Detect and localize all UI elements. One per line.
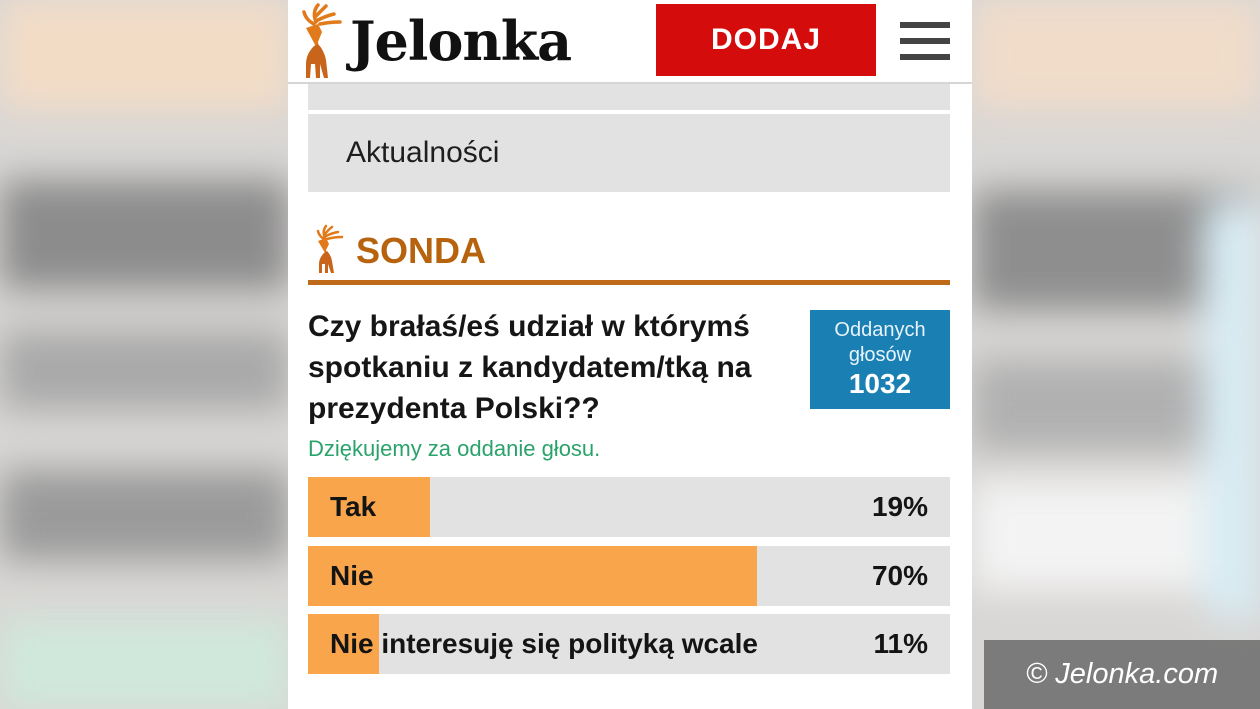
site-logo[interactable]: Jelonka <box>296 2 596 80</box>
deer-icon <box>316 224 344 273</box>
poll-option-bar <box>308 477 430 537</box>
poll-option-label: Tak <box>330 491 377 522</box>
poll-option-tak: Tak 19% <box>308 477 950 537</box>
poll-option-label: Nie interesuję się polityką wcale <box>330 628 758 659</box>
poll-section-header: SONDA <box>308 224 950 286</box>
poll-question: Czy brałaś/eś udział w którymś spotkaniu… <box>308 310 752 425</box>
section-title: SONDA <box>356 230 487 271</box>
poll-option-label: Nie <box>330 560 374 591</box>
thanks-message: Dziękujemy za oddanie głosu. <box>308 436 601 461</box>
watermark: © Jelonka.com <box>984 640 1260 709</box>
poll-option-percent: 70% <box>871 560 928 591</box>
poll-option-bar <box>308 614 379 674</box>
nav-item-label: Aktualności <box>346 136 500 169</box>
site-header: Jelonka DODAJ <box>288 0 972 84</box>
blurred-background-left <box>0 0 290 709</box>
mobile-page: Jelonka DODAJ Aktualności SONDA Czy brał… <box>288 0 972 709</box>
add-button[interactable]: DODAJ <box>656 4 876 76</box>
logo-text: Jelonka <box>350 9 572 73</box>
votes-count: 1032 <box>848 368 912 399</box>
nav-item-aktualnosci[interactable]: Aktualności <box>308 114 950 192</box>
hamburger-menu-icon[interactable] <box>900 22 952 62</box>
deer-logo-icon <box>302 3 342 78</box>
poll-option-nie-interesuje: Nie interesuję się polityką wcale 11% <box>308 614 950 674</box>
poll-option-percent: 19% <box>871 491 928 522</box>
poll-option-percent: 11% <box>873 628 929 659</box>
blurred-background-right <box>972 0 1260 709</box>
votes-count-badge: Oddanych głosów 1032 <box>810 310 950 409</box>
section-divider <box>308 280 950 285</box>
poll-option-nie: Nie 70% <box>308 546 950 606</box>
poll-option-bar <box>308 546 758 606</box>
votes-label: Oddanych głosów <box>834 319 926 366</box>
